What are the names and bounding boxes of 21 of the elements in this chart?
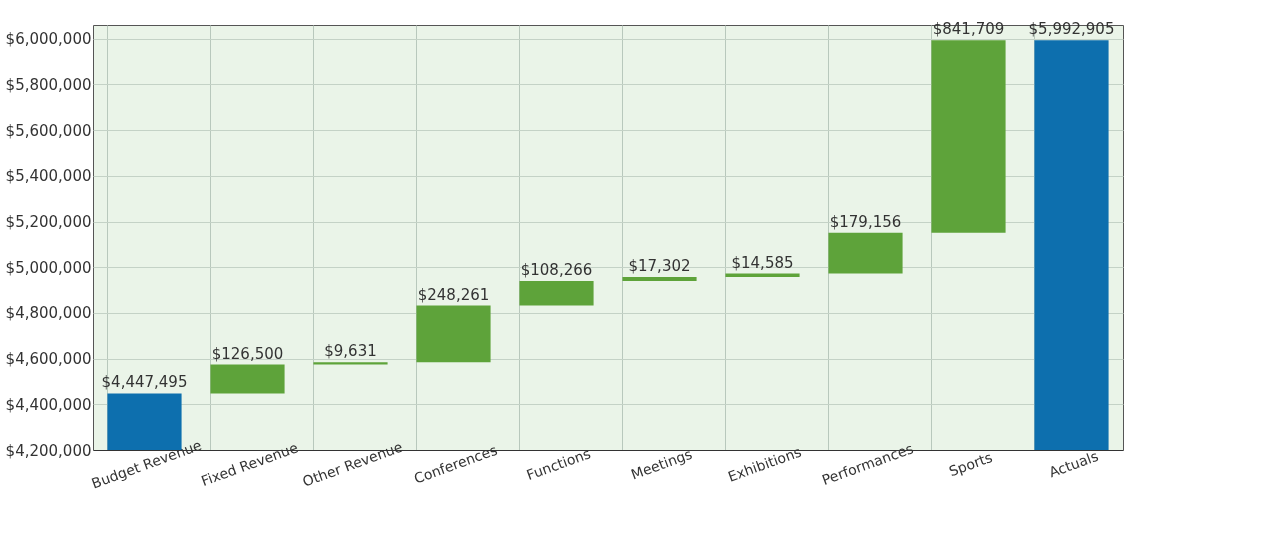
- data-label: $17,302: [628, 256, 691, 275]
- data-label: $5,992,905: [1028, 20, 1115, 39]
- data-label: $9,631: [324, 342, 377, 361]
- y-tick-label: $4,400,000: [5, 395, 92, 414]
- y-tick-label: $5,800,000: [5, 75, 92, 94]
- y-tick-label: $5,600,000: [5, 121, 92, 140]
- y-tick-label: $5,400,000: [5, 167, 92, 186]
- y-tick-label: $5,200,000: [5, 213, 92, 232]
- y-tick-label: $4,800,000: [5, 304, 92, 323]
- data-label: $841,709: [932, 20, 1005, 39]
- data-label: $179,156: [829, 212, 902, 231]
- y-tick-label: $6,000,000: [5, 30, 92, 49]
- data-label: $248,261: [417, 285, 490, 304]
- data-label: $14,585: [731, 253, 794, 272]
- y-tick-label: $5,000,000: [5, 258, 92, 277]
- data-label: $4,447,495: [101, 373, 188, 392]
- y-tick-label: $4,200,000: [5, 441, 92, 460]
- data-label: $108,266: [520, 260, 593, 279]
- data-label: $126,500: [211, 344, 284, 363]
- y-tick-label: $4,600,000: [5, 350, 92, 369]
- x-tick-label: Sports: [946, 448, 995, 480]
